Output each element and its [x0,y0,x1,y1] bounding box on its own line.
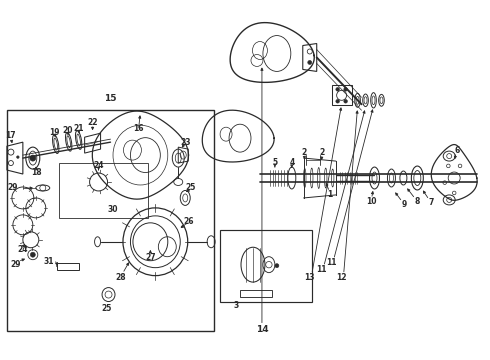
Circle shape [17,156,19,158]
Circle shape [308,60,312,64]
Text: 5: 5 [272,158,277,167]
Text: 6: 6 [455,145,460,154]
Text: 7: 7 [429,198,434,207]
Text: 8: 8 [415,197,420,206]
Text: 16: 16 [133,124,144,133]
Text: 27: 27 [145,253,156,262]
Text: 29: 29 [11,260,21,269]
Text: 11: 11 [317,265,327,274]
Text: 30: 30 [107,206,118,215]
Text: 19: 19 [49,128,60,137]
Bar [220,230,312,302]
Text: 1: 1 [327,190,332,199]
Text: 22: 22 [87,118,98,127]
Text: 20: 20 [62,126,73,135]
Text: 3: 3 [233,301,239,310]
Bar [59,163,148,218]
Text: 23: 23 [180,138,191,147]
Text: 2: 2 [301,148,306,157]
Circle shape [344,87,347,91]
Bar [240,290,272,297]
Text: 11: 11 [326,258,337,267]
Text: 12: 12 [336,273,347,282]
Circle shape [336,87,340,91]
Text: 31: 31 [44,257,54,266]
Bar [7,110,214,332]
Circle shape [30,155,36,161]
Circle shape [336,99,340,103]
Text: 21: 21 [74,124,84,133]
Text: 15: 15 [104,94,117,103]
Text: 29: 29 [8,184,18,193]
Text: 14: 14 [256,325,268,334]
Text: 9: 9 [402,201,407,210]
Circle shape [275,264,279,268]
Text: 10: 10 [366,197,377,206]
Text: 17: 17 [5,131,16,140]
Text: 28: 28 [115,273,126,282]
Text: 13: 13 [304,273,315,282]
Text: 25: 25 [185,184,196,193]
Text: 4: 4 [289,158,294,167]
Text: 24: 24 [93,161,104,170]
Text: 18: 18 [31,167,42,176]
Circle shape [30,252,35,257]
Text: 26: 26 [183,217,194,226]
Circle shape [344,99,347,103]
Bar [57,263,78,270]
Text: 2: 2 [319,148,324,157]
Text: 25: 25 [101,303,112,312]
Text: 24: 24 [18,245,28,254]
